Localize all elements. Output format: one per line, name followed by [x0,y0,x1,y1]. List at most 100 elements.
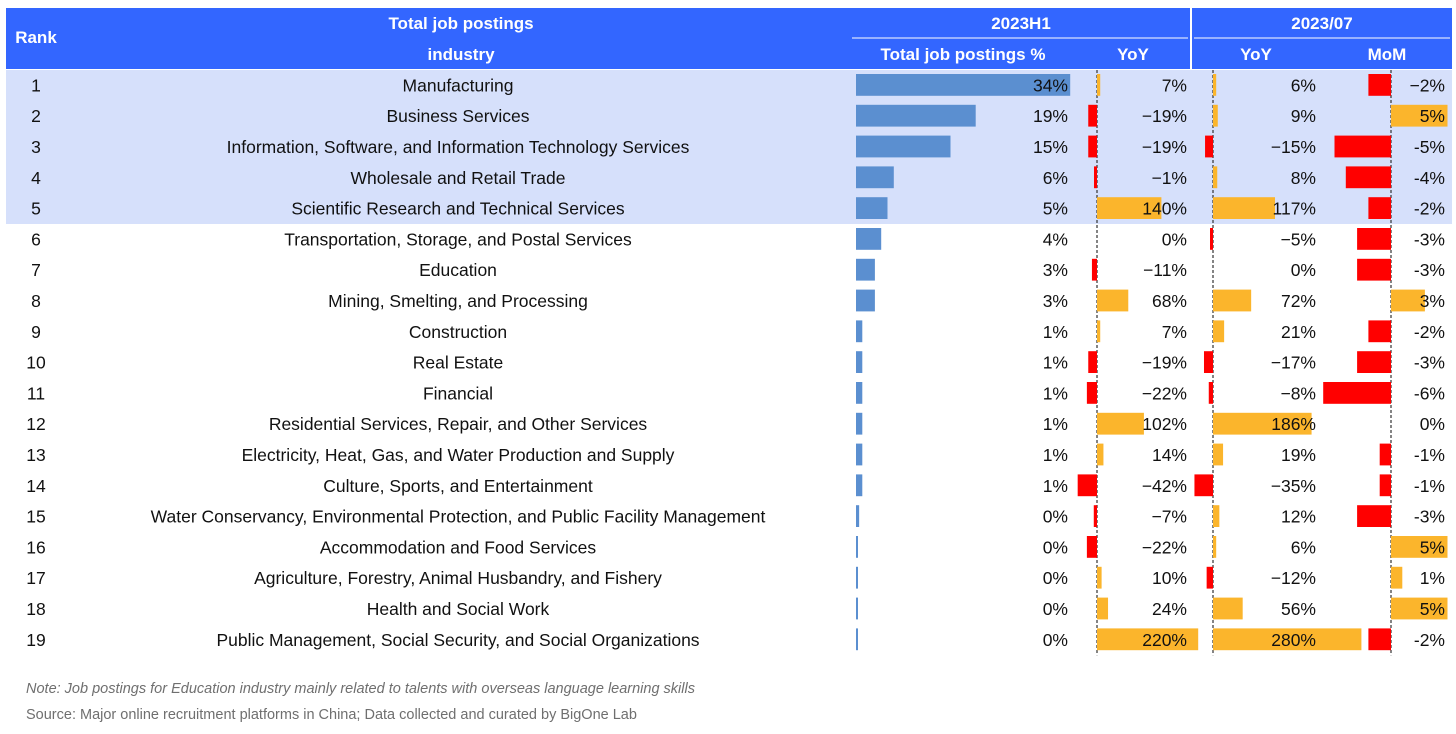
row-h1-yoy-label: 220% [1142,630,1187,650]
row-rank: 4 [31,168,41,188]
h1-yoy-bar [1088,135,1097,158]
mom-bar [1391,597,1448,620]
month-yoy-bar [1213,104,1218,127]
row-rank: 12 [26,414,45,434]
h1-yoy-bar [1094,166,1097,189]
row-industry: Education [419,260,497,280]
row-industry: Accommodation and Food Services [320,537,596,557]
row-h1-yoy-label: −19% [1142,137,1187,157]
header-col-share: Total job postings % [881,45,1046,64]
row-h1-yoy-label: 14% [1152,445,1187,465]
row-industry: Information, Software, and Information T… [227,137,690,157]
row-mom-label: 3% [1420,291,1445,311]
mom-bar [1379,474,1391,497]
row-mom-label: 5% [1420,599,1445,619]
month-yoy-bar [1213,197,1276,219]
row-share-label: 0% [1043,568,1068,588]
row-mom-label: -2% [1414,322,1445,342]
row-share-label: 5% [1043,199,1068,219]
row-month-yoy-label: 280% [1271,630,1316,650]
row-h1-yoy-label: −7% [1151,507,1187,527]
mom-bar [1391,566,1403,589]
month-yoy-bar [1213,597,1243,620]
h1-yoy-bar [1097,597,1109,620]
row-month-yoy-label: 56% [1281,599,1316,619]
row-rank: 17 [26,568,45,588]
row-share-label: 1% [1043,383,1068,403]
share-bar [856,536,858,558]
mom-bar [1357,258,1391,281]
header-col-month-yoy: YoY [1240,45,1272,64]
table-body: 1 Manufacturing 34% 7% 6% −2%2 Business Servic… [6,70,1452,656]
row-month-yoy-label: 19% [1281,445,1316,465]
row-share-label: 1% [1043,322,1068,342]
row-month-yoy-label: 117% [1273,199,1316,219]
row-month-yoy-label: 6% [1291,537,1316,557]
row-rank: 2 [31,106,41,126]
row-month-yoy-label: 8% [1291,168,1316,188]
row-share-label: 3% [1043,260,1068,280]
h1-yoy-bar [1093,505,1097,527]
row-month-yoy-label: 21% [1281,322,1316,342]
header-col-h1-yoy: YoY [1117,45,1149,64]
table-svg: Rank Total job postings industry 2023H1 … [6,8,1452,656]
row-rank: 16 [26,537,45,557]
row-share-label: 19% [1033,106,1068,126]
footnote: Note: Job postings for Education industr… [26,681,695,697]
share-bar [856,505,860,527]
header-title-line2: industry [427,45,495,64]
row-industry: Manufacturing [403,75,514,95]
h1-yoy-bar [1086,382,1097,404]
row-h1-yoy-label: −19% [1142,106,1187,126]
row-mom-label: 5% [1420,106,1445,126]
row-mom-label: -3% [1414,353,1445,373]
row-mom-label: -3% [1414,229,1445,249]
row-rank: 7 [31,260,41,280]
month-yoy-bar [1213,289,1252,312]
mom-bar [1368,74,1391,96]
mom-bar [1391,289,1425,312]
row-mom-label: 5% [1420,537,1445,557]
month-yoy-bar [1213,536,1217,558]
h1-yoy-bar [1097,74,1101,96]
row-mom-label: -3% [1414,507,1445,527]
row-industry: Financial [423,383,493,403]
month-yoy-bar [1205,135,1213,158]
h1-yoy-bar [1091,258,1097,281]
row-industry: Wholesale and Retail Trade [351,168,566,188]
row-month-yoy-label: 12% [1281,507,1316,527]
row-share-label: 6% [1043,168,1068,188]
share-bar [856,474,863,497]
share-bar [856,320,863,343]
row-rank: 19 [26,630,45,650]
share-bar [856,351,863,373]
mom-bar [1391,104,1448,127]
mom-bar [1368,320,1391,343]
row-rank: 8 [31,291,41,311]
row-share-label: 1% [1043,476,1068,496]
share-bar [856,104,976,127]
mom-bar [1345,166,1391,189]
mom-bar [1357,505,1391,527]
mom-bar [1323,382,1391,404]
month-yoy-bar [1213,443,1224,466]
share-bar [856,289,875,312]
header-rank: Rank [15,28,57,47]
row-share-label: 34% [1033,75,1068,95]
header-title-line1: Total job postings [388,14,533,33]
row-mom-label: -5% [1414,137,1445,157]
row-mom-label: −2% [1409,75,1445,95]
row-industry: Mining, Smelting, and Processing [328,291,588,311]
h1-yoy-bar [1097,320,1101,343]
row-rank: 15 [26,507,45,527]
row-rank: 3 [31,137,41,157]
row-mom-label: 0% [1420,414,1445,434]
row-industry: Health and Social Work [367,599,550,619]
row-mom-label: -4% [1414,168,1445,188]
month-yoy-bar [1213,166,1218,189]
row-h1-yoy-label: 24% [1152,599,1187,619]
row-month-yoy-label: 9% [1291,106,1316,126]
row-month-yoy-label: −17% [1271,353,1316,373]
row-mom-label: -2% [1414,630,1445,650]
share-bar [856,566,858,589]
